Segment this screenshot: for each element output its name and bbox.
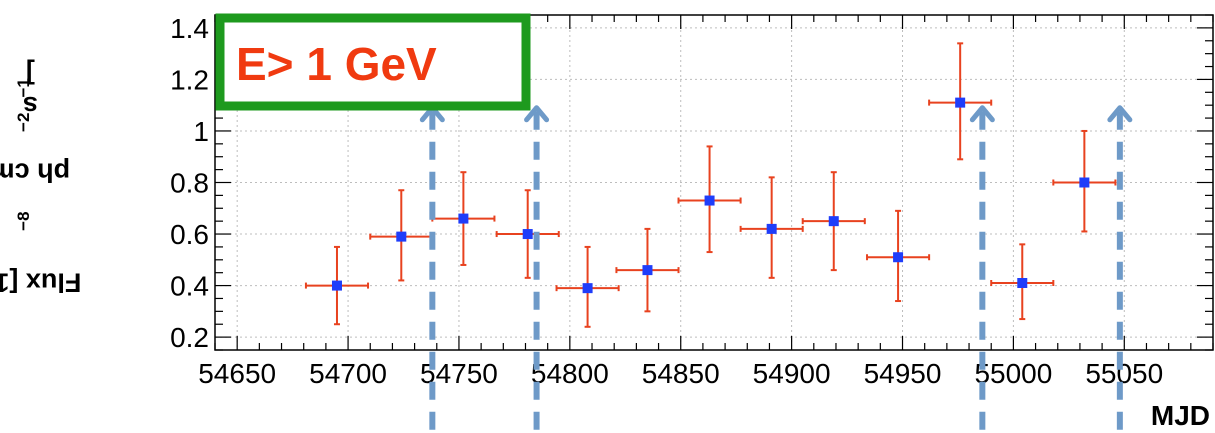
annotation-text: E> 1 GeV	[236, 38, 437, 90]
x-tick-label: 54650	[198, 358, 276, 389]
data-point-marker	[522, 229, 533, 240]
y-tick-label: 0.6	[170, 219, 209, 250]
data-point-marker	[1017, 278, 1028, 288]
x-tick-label: 54950	[864, 358, 942, 389]
y-tick-label: 0.8	[170, 168, 209, 199]
event-arrow-head	[1107, 105, 1133, 123]
data-point-marker	[828, 216, 839, 227]
x-tick-label: 54800	[531, 358, 609, 389]
y-tick-label: 1	[193, 116, 209, 147]
y-tick-label: 0.4	[170, 271, 209, 302]
data-point-marker	[704, 195, 715, 206]
x-tick-label: 55000	[974, 358, 1052, 389]
ylabel-part: s	[22, 90, 39, 121]
ylabel-part: Flux [10	[0, 267, 82, 298]
y-tick-label: 0.2	[170, 322, 209, 353]
x-tick-label: 54850	[642, 358, 720, 389]
tick-labels: 54650 54700 54750 54800 54850 54900 54950 55000…	[170, 13, 1163, 389]
data-point-marker	[331, 280, 342, 291]
y-axis-label: Flux [10−8ph cm−2s−1]	[0, 16, 82, 386]
data-point-marker	[458, 213, 469, 224]
data-point-marker	[955, 97, 966, 108]
data-point-marker	[1079, 177, 1090, 188]
x-tick-label: 54700	[309, 358, 387, 389]
y-tick-label: 1.4	[170, 13, 209, 44]
y-tick-label: 1.2	[170, 64, 209, 95]
data-point-marker	[893, 252, 904, 263]
energy-annotation: E> 1 GeV	[215, 13, 531, 111]
ylabel-part: ]	[26, 59, 35, 90]
x-tick-label: 55050	[1085, 358, 1163, 389]
data-point-marker	[582, 283, 593, 294]
ylabel-part: ph cm	[0, 157, 71, 188]
x-axis-label: MJD	[1151, 400, 1210, 431]
data-point-marker	[766, 223, 777, 234]
data-point-marker	[396, 231, 407, 242]
annotation-box	[215, 13, 531, 111]
data-point-marker	[642, 265, 653, 276]
event-arrow-head	[524, 105, 550, 123]
data-points	[304, 42, 1117, 328]
x-tick-label: 54900	[753, 358, 831, 389]
ylabel-part: −8	[14, 211, 33, 231]
event-arrow-head	[969, 105, 995, 123]
